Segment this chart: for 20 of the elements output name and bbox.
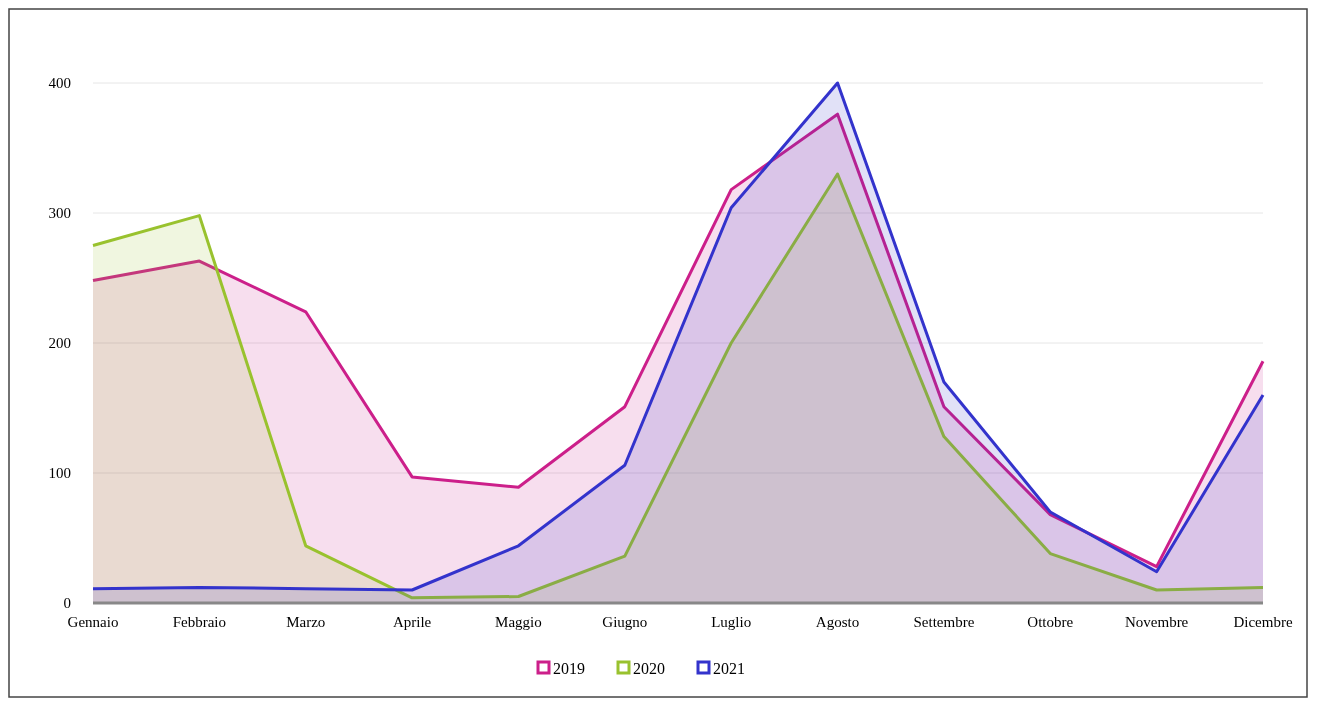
y-tick-label: 300 xyxy=(48,205,71,222)
y-tick-label: 0 xyxy=(63,595,71,612)
x-tick-label: Dicembre xyxy=(1233,614,1293,630)
x-tick-label: Maggio xyxy=(495,614,542,630)
x-tick-label: Giugno xyxy=(602,614,648,630)
y-tick-label: 100 xyxy=(48,465,71,482)
legend-label: 2020 xyxy=(633,659,665,677)
x-tick-label: Gennaio xyxy=(67,614,119,630)
x-tick-label: Settembre xyxy=(913,614,975,630)
x-tick-label: Ottobre xyxy=(1027,614,1074,630)
legend-label: 2019 xyxy=(553,659,585,677)
y-tick-label: 400 xyxy=(48,75,71,92)
y-tick-label: 200 xyxy=(48,335,71,352)
x-tick-label: Novembre xyxy=(1124,614,1189,630)
legend-label: 2021 xyxy=(713,659,745,677)
x-tick-label: Agosto xyxy=(815,614,860,630)
x-tick-label: Marzo xyxy=(286,614,326,630)
x-tick-label: Aprile xyxy=(392,614,432,630)
x-tick-label: Febbraio xyxy=(172,614,227,630)
x-tick-label: Luglio xyxy=(711,614,752,630)
